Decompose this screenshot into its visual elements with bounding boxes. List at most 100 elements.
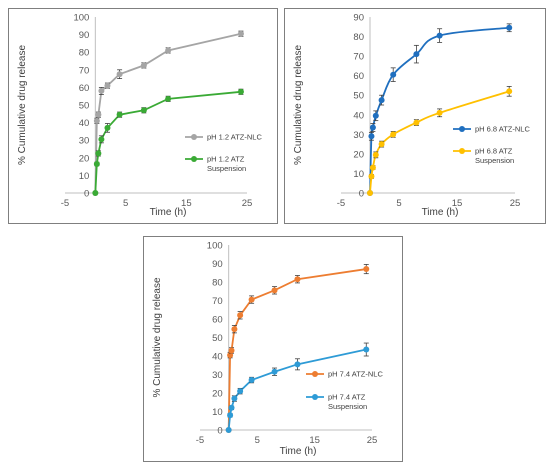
data-point [98,136,105,143]
y-tick-label: 80 [212,278,223,289]
x-axis-title: Time (h) [280,446,317,457]
data-point [237,30,244,37]
data-point [104,124,111,131]
y-tick-label: 40 [212,352,223,363]
data-point [369,124,376,131]
series-nlc [367,23,513,196]
y-tick-label: 60 [212,315,223,326]
data-point [231,326,238,333]
y-tick-label: 20 [353,149,364,160]
data-point [237,312,244,319]
y-axis-title: % Cumulative drug release [152,277,163,397]
y-tick-label: 50 [79,101,90,112]
x-tick-label: 25 [510,198,521,209]
legend-marker [459,126,465,132]
y-tick-label: 60 [79,83,90,94]
y-axis-title: % Cumulative drug release [293,45,304,165]
legend-marker [191,156,197,162]
data-point [116,111,123,118]
y-tick-label: 30 [79,136,90,147]
data-point [227,412,234,419]
x-tick-label: 15 [181,198,192,209]
data-point [225,427,232,433]
y-tick-label: 80 [353,32,364,43]
legend-marker [459,148,465,154]
legend-label: pH 7.4 ATZ Suspension [328,393,367,412]
data-point [248,377,255,384]
y-tick-label: 10 [212,407,223,418]
y-axis-title: % Cumulative drug release [17,45,28,165]
data-point [104,82,111,89]
data-point [436,32,443,39]
data-point [93,160,100,167]
legend-label: pH 1.2 ATZ Suspension [207,155,246,174]
series-suspension [225,342,370,433]
chart-ph-6-8: 0 10 20 30 40 50 60 70 80 90 -5 5 15 25 Time (h) % Cumu… [293,13,530,219]
data-point [294,361,301,368]
chart-ph-7-4: 0 10 20 30 40 50 60 70 80 90 100 -5 5 15 25 Time (h) % C… [152,241,383,458]
y-tick-label: 70 [353,52,364,63]
legend-marker [312,394,318,400]
legend-label: pH 6.8 ATZ Suspension [475,147,514,166]
x-tick-label: 5 [123,198,128,209]
x-tick-label: 25 [367,435,378,446]
data-point [140,107,147,114]
y-tick-label: 10 [79,171,90,182]
legend-label: pH 6.8 ATZ-NLC [475,125,530,134]
x-tick-label: -5 [337,198,345,209]
y-tick-label: 30 [353,130,364,141]
data-point [116,71,123,78]
data-point [228,404,235,411]
series-nlc [92,30,244,196]
data-point [95,111,102,118]
y-tick-label: 70 [212,296,223,307]
data-point [506,88,513,95]
data-point [413,119,420,126]
chart-panel-ph-7-4: 0 10 20 30 40 50 60 70 80 90 100 -5 5 15 25 Time (h) % C… [143,236,403,462]
data-point [165,47,172,54]
data-point [237,88,244,95]
data-point [95,150,102,157]
y-tick-label: 50 [353,91,364,102]
data-point [363,346,370,353]
legend-label: pH 1.2 ATZ-NLC [207,133,262,142]
series-suspension [92,88,244,196]
y-tick-label: 20 [79,153,90,164]
series-suspension [367,86,513,196]
data-point [93,117,100,124]
data-point [372,112,379,119]
data-point [367,190,373,196]
x-tick-label: 15 [452,198,463,209]
x-tick-label: 5 [396,198,401,209]
data-point [231,395,238,402]
data-point [436,109,443,116]
chart-ph-1-2: 0 10 20 30 40 50 60 70 80 90 100 -5 5 15 25 Time (h) % C… [17,13,262,219]
data-point [390,71,397,78]
y-tick-label: 20 [212,389,223,400]
data-point [271,287,278,294]
data-point [378,97,385,104]
y-tick-label: 10 [353,169,364,180]
data-point [413,51,420,58]
y-tick-label: 0 [359,189,364,200]
x-tick-label: 25 [242,198,253,209]
data-point [237,388,244,395]
series-line [94,90,242,194]
y-tick-label: 100 [207,241,223,252]
data-point [378,141,385,148]
y-tick-label: 50 [212,333,223,344]
data-point [92,190,99,196]
x-tick-label: 5 [255,435,260,446]
x-axis-title: Time (h) [150,207,187,218]
y-tick-label: 30 [212,370,223,381]
y-tick-label: 60 [353,71,364,82]
x-tick-label: -5 [61,198,69,209]
data-point [248,296,255,303]
data-point [363,266,370,273]
y-tick-label: 90 [79,30,90,41]
data-point [271,368,278,375]
y-tick-label: 90 [212,259,223,270]
y-tick-label: 100 [73,13,89,24]
data-point [228,347,235,354]
x-axis-title: Time (h) [422,207,459,218]
